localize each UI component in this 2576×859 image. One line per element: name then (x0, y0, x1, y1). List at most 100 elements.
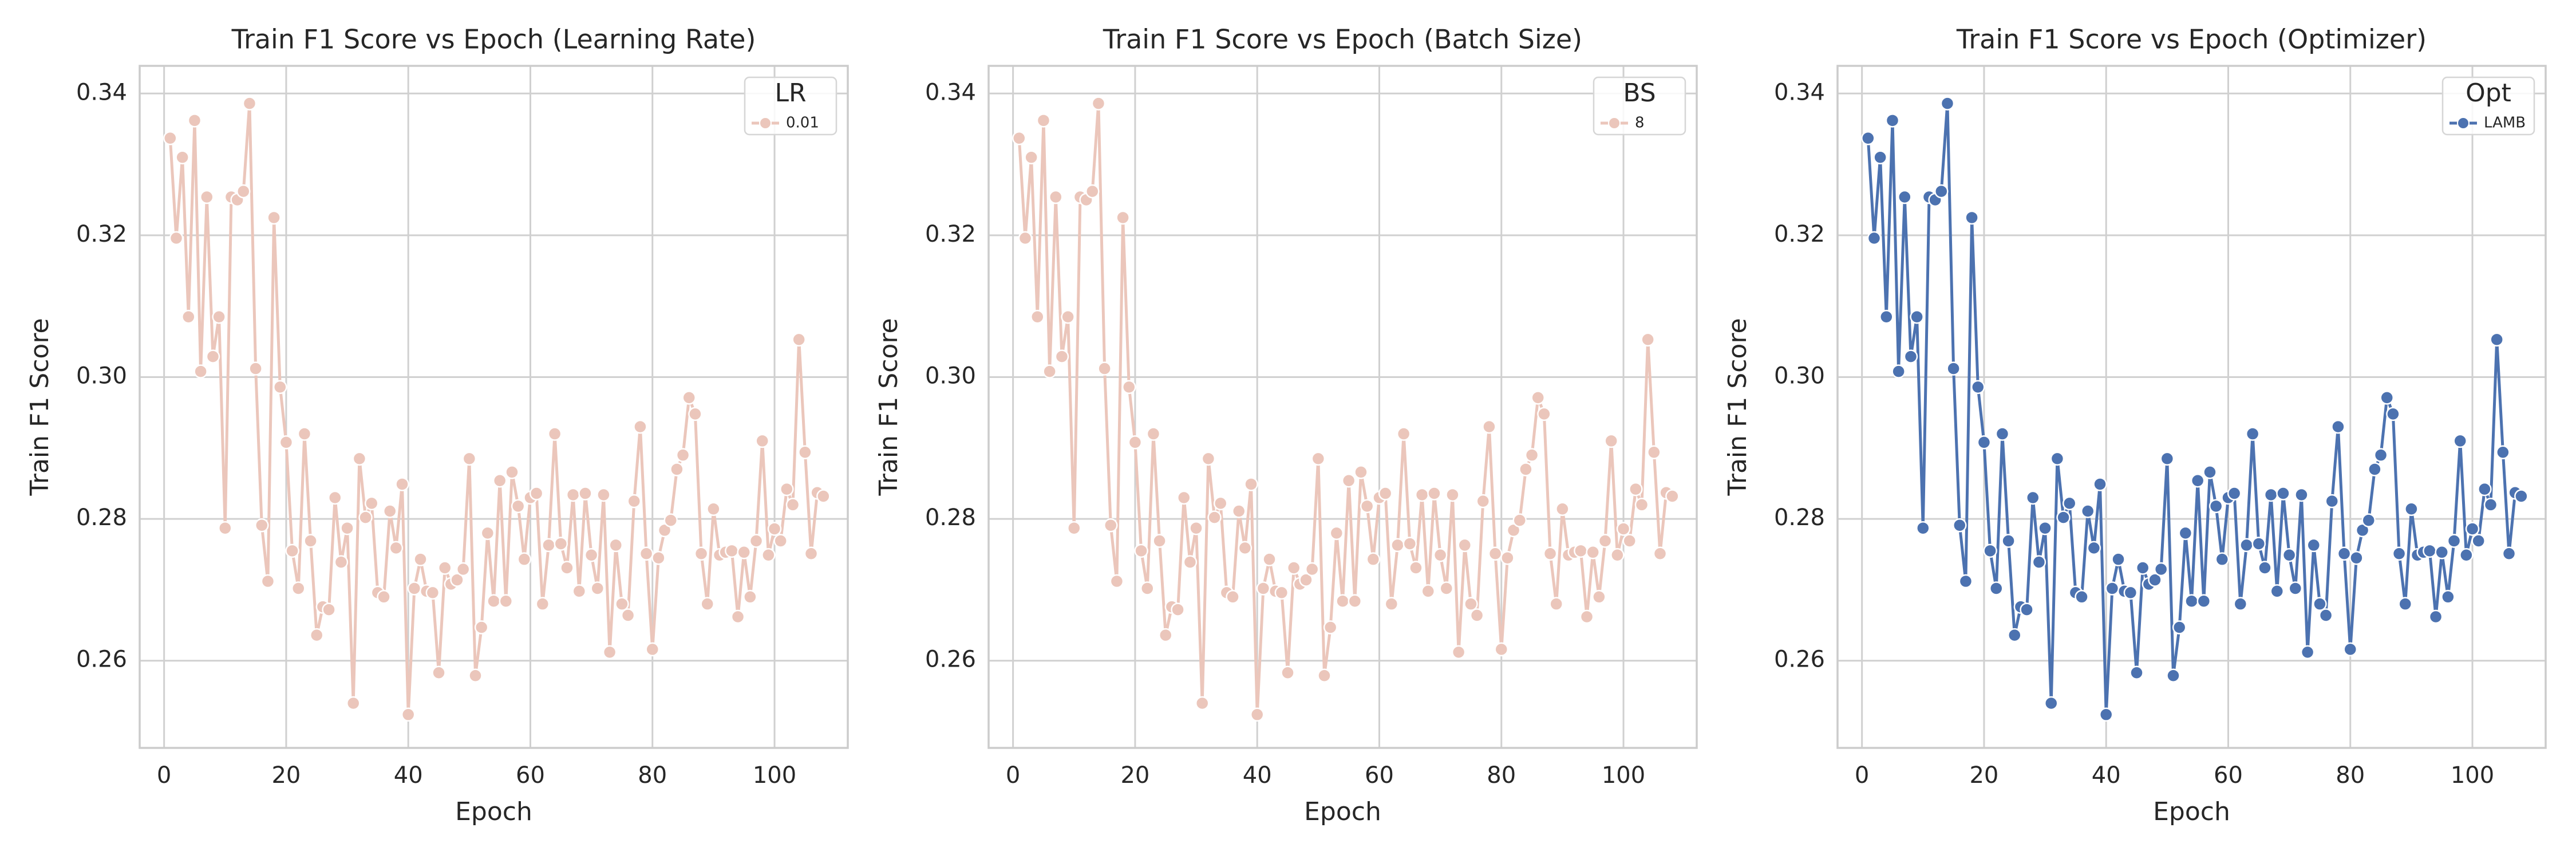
point (2288, 581, 2303, 596)
point (2313, 597, 2327, 611)
point (1421, 584, 1436, 598)
point (1457, 538, 1472, 553)
point (2300, 645, 2315, 660)
point (1067, 521, 1081, 535)
point (2306, 538, 2321, 553)
point (2239, 538, 2254, 553)
point (1433, 548, 1448, 562)
legend-label: 8 (1635, 115, 1645, 132)
point (1061, 310, 1075, 324)
point (395, 477, 409, 491)
point (755, 434, 769, 448)
plot-frame (139, 65, 849, 749)
point (517, 552, 532, 566)
point (651, 550, 666, 565)
x-tick-label: 80 (1487, 762, 1516, 789)
point (1604, 434, 1618, 448)
point (1427, 486, 1441, 501)
point (2038, 521, 2052, 535)
point (2490, 332, 2504, 347)
point (2123, 585, 2138, 600)
y-tick-label: 0.30 (76, 363, 127, 389)
plot-frame (1836, 65, 2547, 749)
y-tick-label: 0.28 (76, 505, 127, 531)
point (2398, 597, 2412, 611)
point (2428, 609, 2443, 624)
x-tick-label: 0 (157, 762, 171, 789)
point (1354, 465, 1368, 479)
plot-frame (987, 65, 1698, 749)
y-tick-label: 0.30 (925, 363, 976, 389)
point (1286, 561, 1301, 575)
point (694, 546, 709, 561)
point (785, 498, 800, 512)
point (2258, 561, 2272, 575)
point (2386, 407, 2400, 421)
chart-title: Train F1 Score vs Epoch (Optimizer) (1956, 24, 2427, 55)
point (193, 364, 208, 379)
x-tick-label: 100 (1602, 762, 1645, 789)
point (413, 552, 428, 566)
point (590, 581, 605, 596)
point (1317, 668, 1332, 683)
point (1146, 427, 1161, 441)
point (1244, 477, 1258, 491)
point (1873, 150, 1887, 164)
point (657, 523, 672, 538)
point (1934, 184, 1949, 199)
point (645, 642, 660, 657)
point (1336, 594, 1350, 608)
point (2166, 668, 2180, 683)
point (2447, 534, 2462, 548)
point (749, 534, 764, 548)
point (2282, 548, 2297, 562)
point (780, 482, 794, 497)
point (1598, 534, 1613, 548)
point (663, 513, 678, 527)
point (1494, 642, 1509, 657)
point (1867, 231, 1882, 246)
point (1207, 510, 1222, 525)
point (1592, 590, 1606, 604)
point (1366, 552, 1381, 566)
point (450, 573, 464, 587)
point (1439, 581, 1454, 596)
point (2245, 427, 2260, 441)
point (1958, 574, 1973, 589)
point (633, 419, 647, 434)
point (2196, 594, 2211, 608)
point (505, 465, 519, 479)
point (2203, 465, 2217, 479)
point (2050, 451, 2065, 466)
point (743, 590, 757, 604)
chart-title: Train F1 Score vs Epoch (Learning Rate) (231, 24, 756, 55)
point (2373, 448, 2388, 462)
point (2008, 628, 2022, 643)
point (2215, 552, 2230, 566)
legend-marker (2457, 117, 2470, 129)
point (218, 521, 232, 535)
point (1323, 620, 1338, 635)
point (1995, 427, 2010, 441)
point (1989, 581, 2004, 596)
point (2184, 594, 2199, 608)
point (285, 543, 299, 558)
point (310, 628, 324, 643)
point (792, 332, 806, 347)
point (1341, 474, 1356, 488)
point (1128, 435, 1143, 450)
point (236, 184, 251, 199)
point (2483, 498, 2498, 512)
point (1085, 184, 1100, 199)
point (1226, 590, 1240, 604)
point (2025, 490, 2040, 505)
x-tick-label: 60 (516, 762, 545, 789)
point (2099, 707, 2113, 722)
point (462, 451, 477, 466)
point (1274, 585, 1289, 600)
point (1891, 364, 1906, 379)
point (456, 562, 471, 577)
point (511, 499, 526, 514)
point (1641, 332, 1655, 347)
point (1531, 391, 1545, 405)
